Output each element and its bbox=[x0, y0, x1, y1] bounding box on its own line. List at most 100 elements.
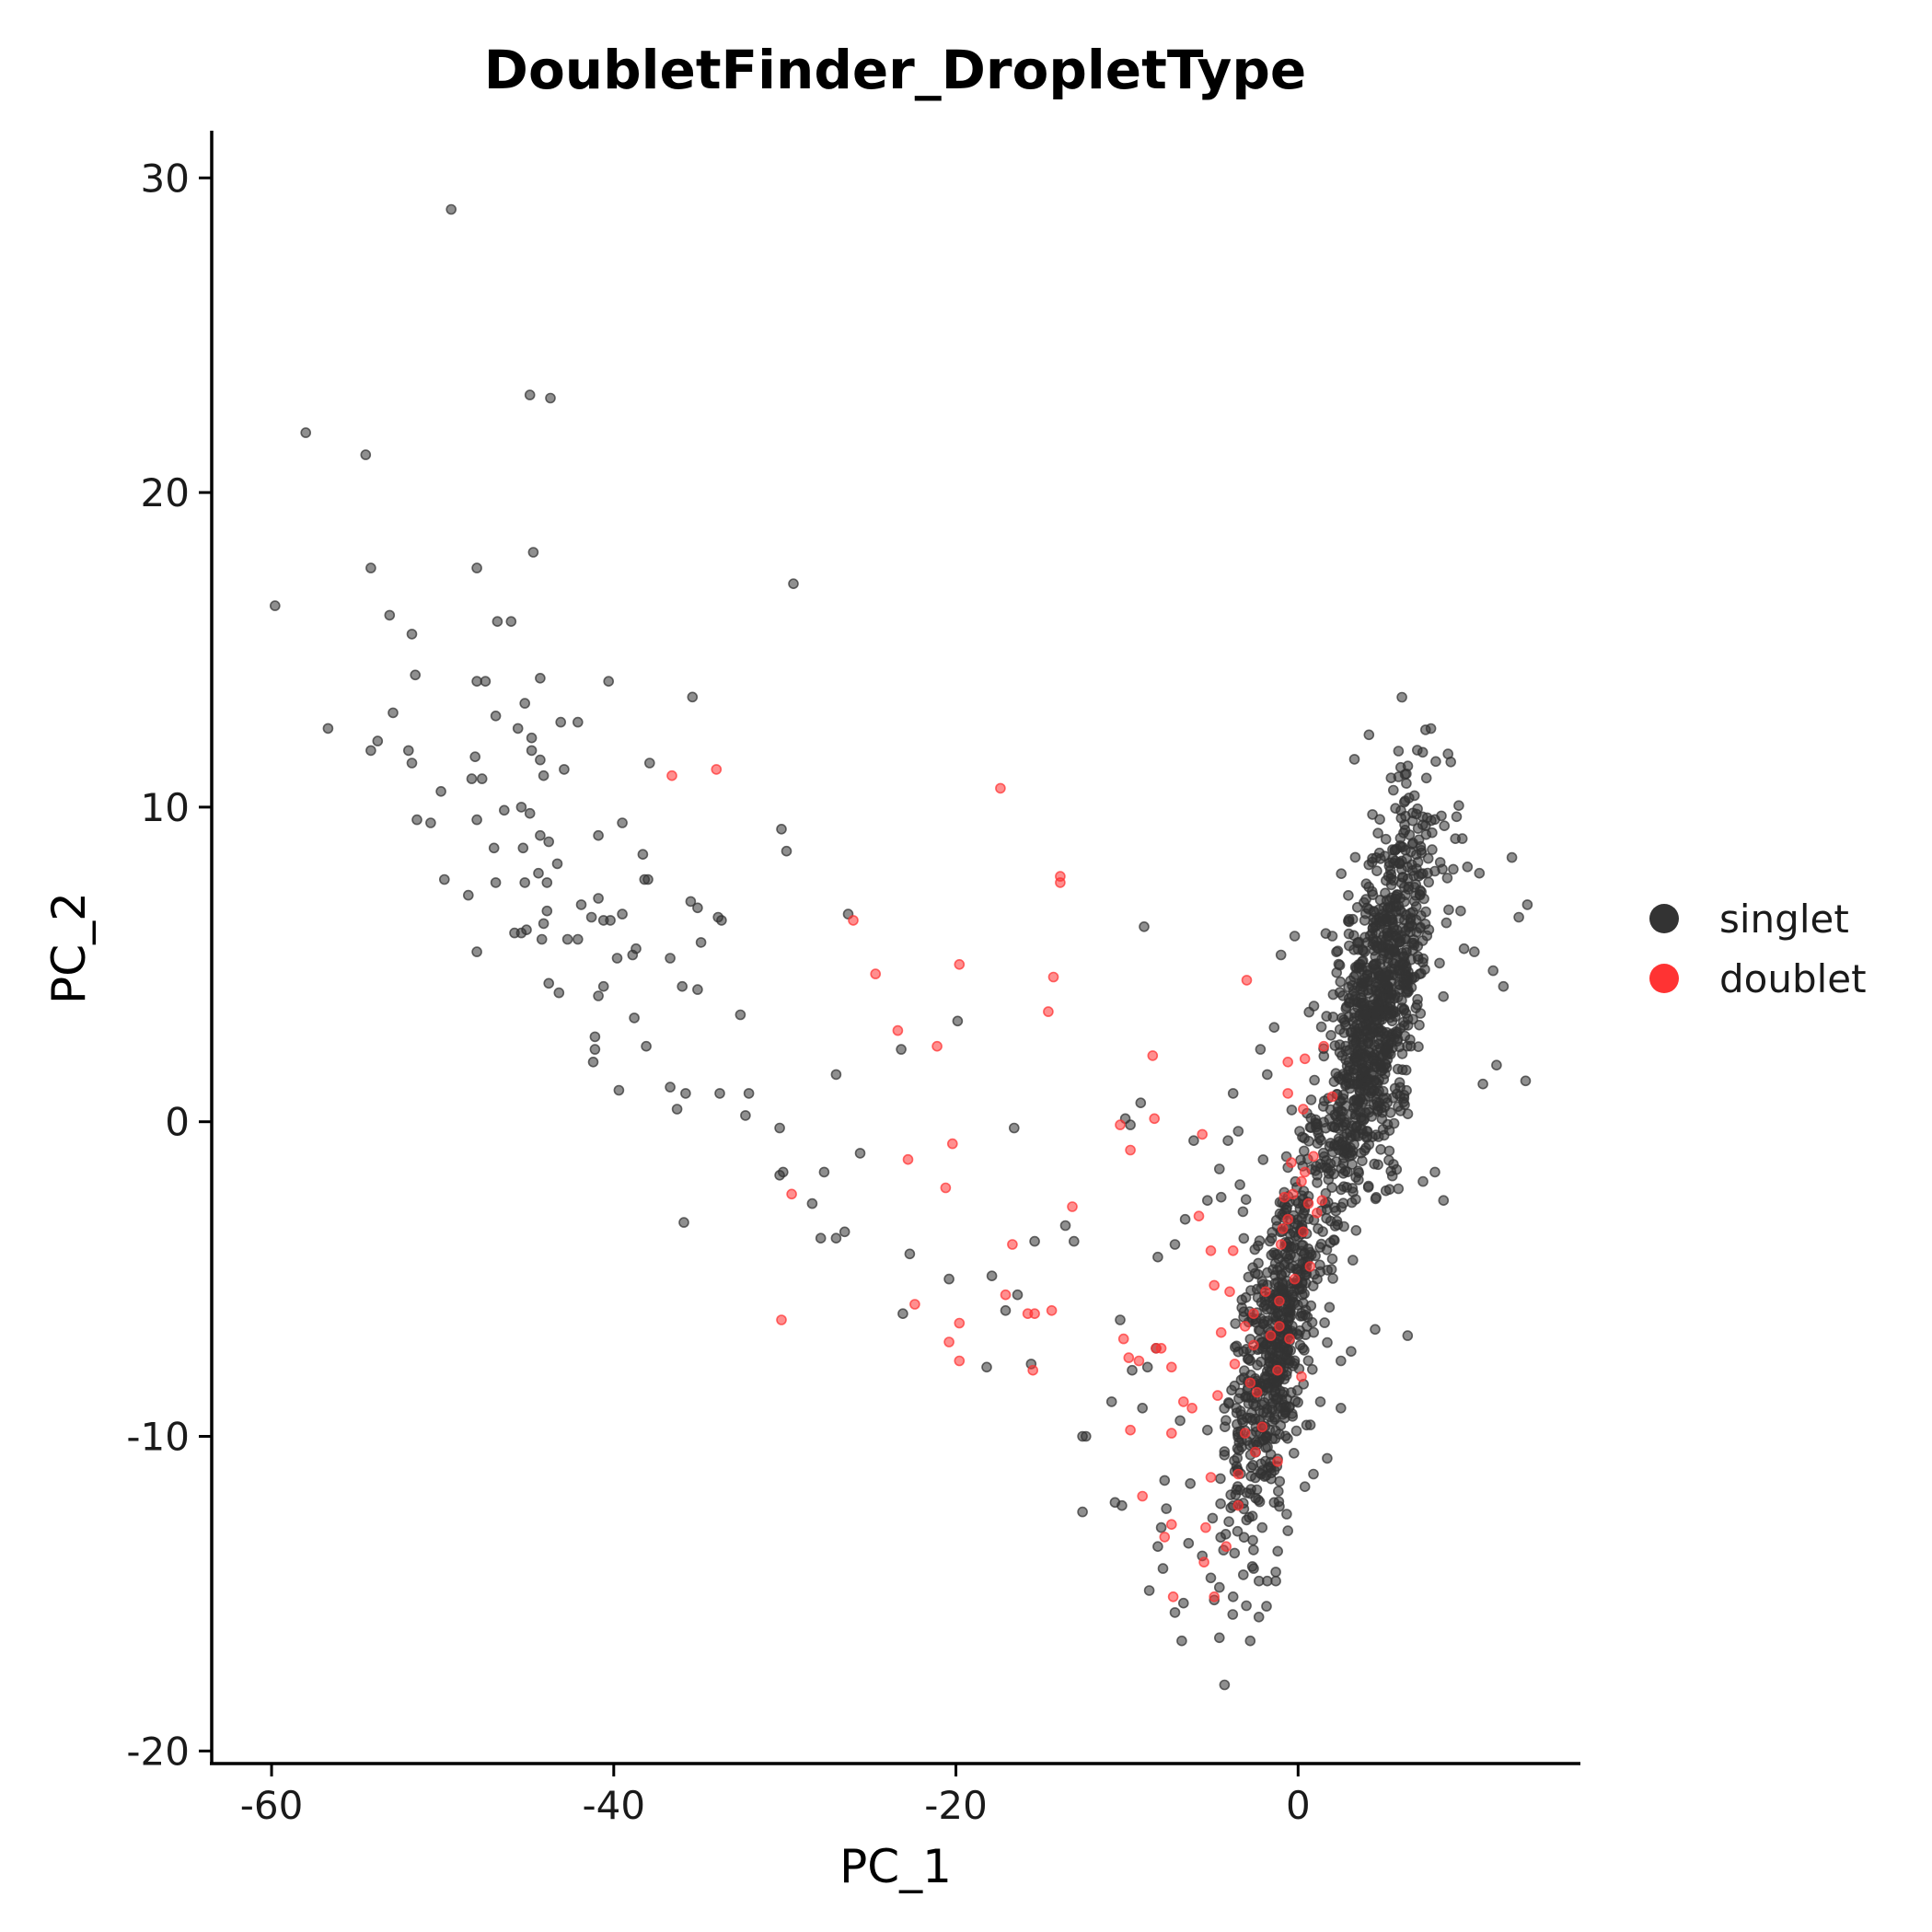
point-singlet bbox=[1439, 820, 1450, 832]
y-tick-label: -20 bbox=[126, 1729, 190, 1774]
point-singlet bbox=[1393, 933, 1405, 944]
point-singlet bbox=[685, 896, 697, 908]
point-singlet bbox=[1232, 1525, 1244, 1537]
point-singlet bbox=[943, 1273, 954, 1285]
point-singlet bbox=[1207, 1512, 1219, 1524]
point-singlet bbox=[818, 1166, 830, 1178]
point-doublet bbox=[909, 1299, 920, 1310]
point-singlet bbox=[1322, 1452, 1333, 1464]
point-singlet bbox=[1336, 1355, 1347, 1367]
point-singlet bbox=[1342, 1166, 1353, 1178]
point-singlet bbox=[1272, 1376, 1283, 1387]
legend-label-singlet: singlet bbox=[1719, 897, 1849, 942]
point-singlet bbox=[1274, 1261, 1286, 1273]
point-singlet bbox=[1344, 1072, 1355, 1083]
point-singlet bbox=[1359, 997, 1371, 1008]
point-singlet bbox=[1420, 906, 1431, 918]
point-singlet bbox=[1255, 1044, 1267, 1055]
point-doublet bbox=[1284, 1333, 1295, 1345]
point-doublet bbox=[1007, 1239, 1018, 1250]
point-doublet bbox=[1221, 1541, 1232, 1552]
point-doublet bbox=[1125, 1424, 1136, 1436]
point-singlet bbox=[1155, 1521, 1167, 1533]
point-singlet bbox=[1346, 1346, 1357, 1357]
point-singlet bbox=[1336, 1137, 1348, 1148]
point-singlet bbox=[1368, 1055, 1380, 1066]
point-singlet bbox=[1205, 1572, 1217, 1584]
point-singlet bbox=[1169, 1239, 1181, 1250]
point-singlet bbox=[1343, 928, 1355, 940]
point-singlet bbox=[665, 953, 676, 964]
point-singlet bbox=[1259, 1379, 1270, 1390]
point-doublet bbox=[892, 1024, 904, 1036]
point-singlet bbox=[1313, 1223, 1324, 1234]
point-doublet bbox=[1133, 1355, 1145, 1367]
point-doublet bbox=[1287, 1188, 1299, 1200]
point-singlet bbox=[1315, 1162, 1327, 1174]
point-singlet bbox=[553, 987, 565, 999]
point-singlet bbox=[1012, 1289, 1024, 1301]
point-singlet bbox=[1392, 1063, 1404, 1075]
point-singlet bbox=[411, 814, 422, 826]
point-singlet bbox=[1227, 1088, 1239, 1099]
point-doublet bbox=[1272, 1456, 1283, 1467]
point-doublet bbox=[1027, 1364, 1038, 1376]
point-singlet bbox=[1335, 976, 1347, 988]
point-singlet bbox=[1352, 937, 1363, 949]
point-singlet bbox=[1360, 1009, 1372, 1020]
point-doublet bbox=[1282, 1057, 1293, 1068]
point-singlet bbox=[1294, 1325, 1306, 1336]
point-singlet bbox=[1453, 800, 1464, 812]
point-singlet bbox=[1327, 1146, 1338, 1158]
point-singlet bbox=[603, 676, 615, 688]
point-singlet bbox=[527, 547, 539, 558]
point-singlet bbox=[1308, 1468, 1319, 1480]
point-singlet bbox=[1346, 1197, 1358, 1209]
point-singlet bbox=[1222, 1135, 1233, 1146]
legend: singlet doublet bbox=[1649, 897, 1867, 1001]
point-singlet bbox=[1402, 1020, 1414, 1031]
point-singlet bbox=[1274, 1346, 1285, 1358]
point-singlet bbox=[641, 1040, 652, 1052]
point-doublet bbox=[776, 1314, 787, 1325]
point-doublet bbox=[1296, 1371, 1307, 1382]
point-singlet bbox=[1422, 852, 1434, 864]
point-doublet bbox=[1209, 1279, 1220, 1291]
point-doublet bbox=[1244, 1377, 1256, 1389]
point-singlet bbox=[1229, 1547, 1241, 1559]
point-doublet bbox=[1043, 1006, 1054, 1017]
point-singlet bbox=[1385, 772, 1397, 784]
point-singlet bbox=[815, 1232, 827, 1244]
point-singlet bbox=[538, 918, 550, 930]
point-singlet bbox=[1282, 1525, 1293, 1536]
point-singlet bbox=[854, 1148, 866, 1159]
point-singlet bbox=[1236, 1294, 1248, 1305]
point-singlet bbox=[471, 946, 482, 957]
point-singlet bbox=[1392, 1035, 1403, 1047]
point-doublet bbox=[870, 968, 882, 979]
point-singlet bbox=[1349, 1128, 1360, 1140]
point-singlet bbox=[1269, 1249, 1281, 1260]
point-singlet bbox=[1371, 1005, 1382, 1016]
point-singlet bbox=[1277, 1284, 1289, 1296]
point-singlet bbox=[541, 877, 553, 888]
point-doublet bbox=[954, 1355, 966, 1367]
point-singlet bbox=[1299, 1145, 1310, 1157]
point-singlet bbox=[555, 716, 567, 728]
point-singlet bbox=[1329, 1121, 1341, 1133]
point-singlet bbox=[406, 758, 418, 769]
point-singlet bbox=[559, 764, 570, 775]
point-doublet bbox=[1000, 1289, 1012, 1301]
point-singlet bbox=[1327, 989, 1339, 1001]
point-singlet bbox=[1219, 1679, 1231, 1691]
point-singlet bbox=[806, 1197, 818, 1209]
point-singlet bbox=[1363, 1073, 1375, 1085]
point-singlet bbox=[1375, 1144, 1386, 1155]
point-singlet bbox=[1443, 904, 1454, 916]
point-doublet bbox=[1215, 1326, 1227, 1338]
point-singlet bbox=[1417, 1175, 1429, 1187]
point-singlet bbox=[1429, 1166, 1440, 1178]
point-doublet bbox=[1200, 1521, 1211, 1533]
point-doublet bbox=[1299, 1166, 1311, 1178]
y-axis-ticks: -20 -10 0 10 20 30 bbox=[126, 156, 212, 1774]
